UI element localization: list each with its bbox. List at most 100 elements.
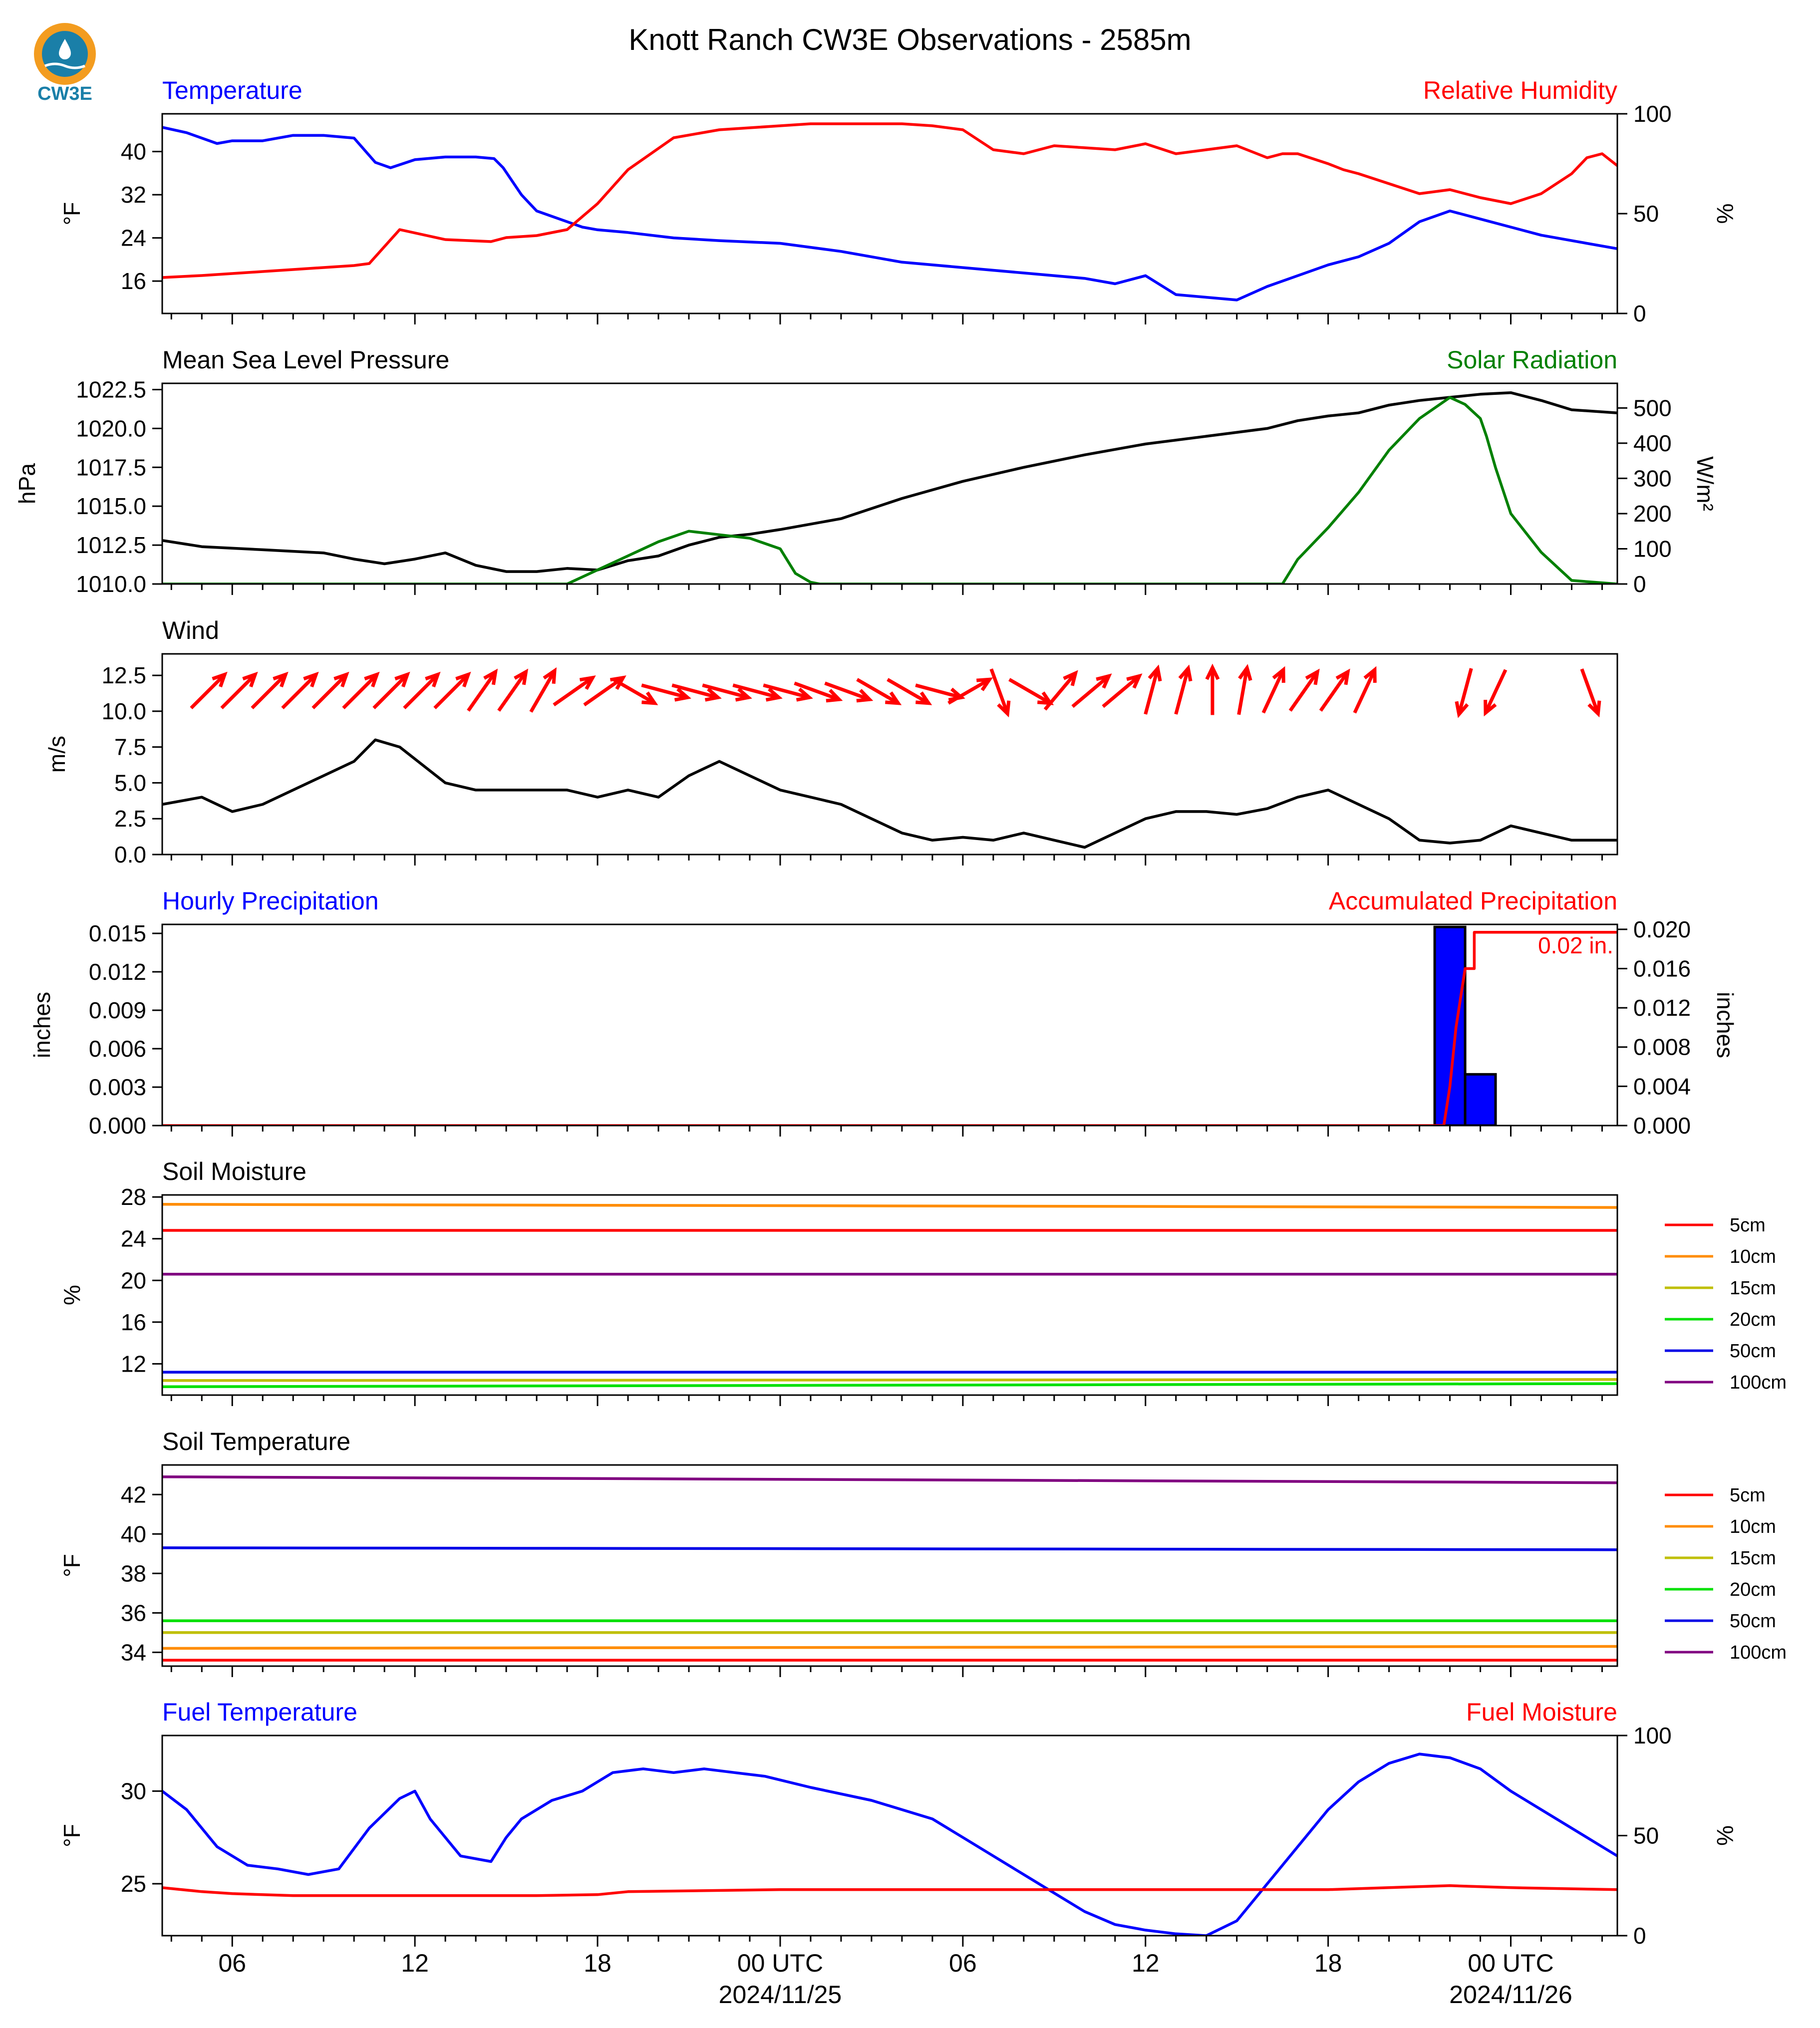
y-tick-label: 1022.5 [76,376,146,402]
panel-title-right: Accumulated Precipitation [1329,887,1617,915]
panel-3: 0.0 2.5 5.0 7.5 10.0 12.5 m/s Wind [44,616,1618,868]
y-tick-label: 0.012 [89,959,146,985]
legend-label: 50cm [1730,1611,1776,1632]
wind-arrow [702,683,752,702]
series-fuel-moisture [162,1884,1617,1897]
y-tick-label: 30 [121,1778,146,1804]
y-tick-label: 24 [121,1226,146,1252]
y2-tick-label: 0.012 [1633,995,1691,1021]
legend-label: 15cm [1730,1548,1776,1569]
wind-arrow [763,683,813,702]
y-tick-label: 38 [121,1560,146,1586]
cw3e-logo: CW3E [34,23,96,104]
panel-frame [161,1464,1618,1667]
y-tick-label: 0.015 [89,920,146,946]
series-mean-sea-level-pressure [162,391,1617,573]
y2-tick-label: 0.000 [1633,1113,1691,1139]
series-100cm [162,1475,1617,1484]
y-tick-label: 0.009 [89,997,146,1023]
wind-arrow [1353,666,1377,714]
series-20cm [162,1382,1617,1389]
logo-drop-icon [59,39,71,59]
precip-bar [1433,925,1467,1126]
legend-label: 100cm [1730,1372,1787,1393]
y2-axis-label: % [1712,1825,1738,1846]
y-tick-label: 40 [121,139,146,165]
x-tick-label: 00 UTC [1468,1949,1553,1977]
y-tick-label: 12 [121,1351,146,1377]
legend-label: 20cm [1730,1579,1776,1600]
y2-tick-label: 0 [1633,571,1646,597]
y-tick-label: 34 [121,1639,146,1665]
x-date-label: 2024/11/25 [719,1981,842,2009]
plot-area [162,391,1617,584]
legend-label: 5cm [1730,1215,1766,1236]
x-tick-label: 12 [401,1949,429,1977]
panel-title-right: Solar Radiation [1447,346,1617,374]
x-tick-label: 00 UTC [737,1949,823,1977]
panel-6: 34 36 38 40 42 °F Soil Temperature 5cm 10cm 15cm 2… [59,1428,1787,1677]
y-axis-label: % [59,1285,85,1305]
y-tick-label: 10.0 [101,698,146,724]
y-tick-label: 16 [121,1309,146,1335]
panel-title-left: Temperature [162,76,303,104]
logo-text: CW3E [37,83,92,104]
wind-arrow [281,671,319,710]
x-axis-labels: 06 12 18 00 UTC 2024/11/25 06 12 18 00 UTC 2024/1… [218,1949,1572,2009]
wind-arrow [1484,669,1508,717]
y2-tick-label: 100 [1633,101,1672,127]
x-tick-label: 06 [949,1949,977,1977]
wind-arrow [1102,673,1143,708]
y-axis-label: m/s [44,736,70,773]
wind-arrow [433,671,471,710]
y-axis-label: hPa [14,463,40,504]
wind-arrow [1071,673,1112,708]
panel-title-left: Mean Sea Level Pressure [162,346,449,374]
series-10cm [162,1645,1617,1650]
panel-frame [161,1735,1618,1937]
series-fuel-temperature [162,1752,1617,1936]
legend: 5cm 10cm 15cm 20cm 50cm 100cm [1665,1215,1787,1393]
wind-arrow [1455,668,1473,718]
panel-title-right: Fuel Moisture [1466,1698,1617,1726]
x-date-label: 2024/11/26 [1449,1981,1572,2009]
wind-arrow [190,671,228,710]
panel-frame [161,653,1618,856]
wind-arrow [612,678,658,705]
y2-tick-label: 0.004 [1633,1073,1691,1099]
y-tick-label: 5.0 [114,770,146,796]
y-tick-label: 1010.0 [76,571,146,597]
y-tick-label: 42 [121,1481,146,1507]
y-tick-label: 1015.0 [76,493,146,519]
y-axis-label: °F [59,1824,85,1847]
wind-arrow [251,671,289,710]
y-tick-label: 24 [121,225,146,251]
wind-arrow [1174,664,1193,715]
series-temperature [162,126,1617,301]
y-tick-label: 12.5 [101,662,146,688]
y2-tick-label: 50 [1633,201,1659,227]
y-tick-label: 28 [121,1184,146,1210]
x-tick-label: 06 [218,1949,246,1977]
wind-arrow [220,671,258,710]
wind-arrow [467,668,498,712]
y2-tick-label: 500 [1633,395,1672,421]
plot-area [162,122,1617,301]
series-accumulated-precipitation [162,930,1617,1126]
y-axis-label: inches [29,992,55,1058]
wind-arrow [794,681,843,703]
precip-bar [1464,1073,1497,1126]
y-tick-label: 1020.0 [76,415,146,441]
y2-tick-label: 0.016 [1633,955,1691,981]
plot-area [162,1752,1617,1936]
y2-tick-label: 100 [1633,536,1672,562]
figure-title: Knott Ranch CW3E Observations - 2585m [628,23,1191,56]
panel-7: 25 30 0 50 100 °F % Fuel Temperature Fuel Moistu… [59,1698,1738,1949]
y2-tick-label: 0 [1633,300,1646,326]
series-solar-radiation [162,396,1617,584]
y2-tick-label: 0 [1633,1923,1646,1949]
wind-arrow [641,683,691,702]
panel-title-right: Relative Humidity [1423,76,1617,104]
y2-tick-label: 0.008 [1633,1034,1691,1060]
